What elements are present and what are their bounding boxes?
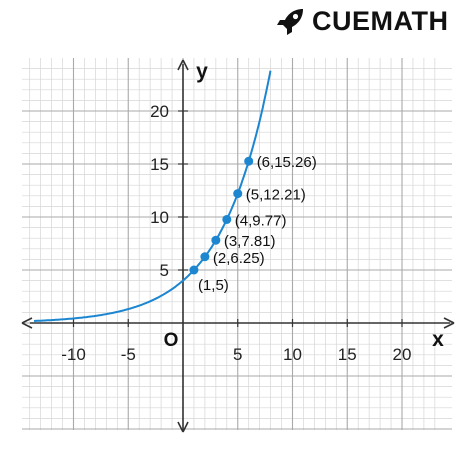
x-axis-right-arrow — [443, 317, 455, 329]
x-axis-left-arrow — [21, 317, 33, 329]
grid-minor — [22, 58, 452, 430]
brand-name: CUEMATH — [312, 5, 449, 36]
data-point — [200, 252, 210, 262]
x-axis-label: x — [432, 328, 444, 351]
x-tick-label: 5 — [233, 345, 242, 364]
origin-label: O — [164, 330, 179, 351]
axis-ticks: -10 -5 5 10 15 20 5 10 15 20 — [61, 102, 411, 364]
y-axis-label: y — [196, 60, 208, 83]
data-point — [189, 265, 199, 275]
data-point — [244, 156, 254, 166]
data-point-label: (4,9.77) — [235, 212, 287, 229]
brand-logo: CUEMATH — [276, 4, 448, 38]
y-axis-top-arrow — [177, 59, 189, 71]
y-tick-label: 15 — [150, 155, 169, 174]
labels: x y O (1,5) (2,6.25)(3,7.81) (4,9.77) (5,12.21… — [164, 60, 445, 351]
y-tick-label: 10 — [150, 208, 169, 227]
data-point — [222, 214, 232, 224]
rocket-icon — [277, 9, 303, 35]
data-point-label: (3,7.81) — [224, 233, 276, 250]
data-point-label: (5,12.21) — [246, 187, 306, 204]
grid-major — [22, 58, 452, 430]
axes — [21, 59, 455, 433]
y-tick-label: 20 — [150, 102, 169, 121]
x-tick-label: -10 — [61, 345, 86, 364]
y-tick-label: 5 — [160, 261, 169, 280]
data-points — [189, 156, 254, 275]
data-point-label: (6,15.26) — [257, 154, 317, 171]
data-point-label: (1,5) — [198, 277, 229, 294]
data-point — [211, 235, 221, 245]
x-tick-label: 15 — [338, 345, 357, 364]
x-tick-label: -5 — [121, 345, 136, 364]
x-tick-label: 10 — [283, 345, 302, 364]
exponential-curve — [33, 70, 272, 322]
data-point — [233, 189, 243, 199]
x-tick-label: 20 — [393, 345, 412, 364]
data-point-label: (2,6.25) — [213, 250, 265, 267]
y-axis-bottom-arrow — [177, 421, 189, 433]
